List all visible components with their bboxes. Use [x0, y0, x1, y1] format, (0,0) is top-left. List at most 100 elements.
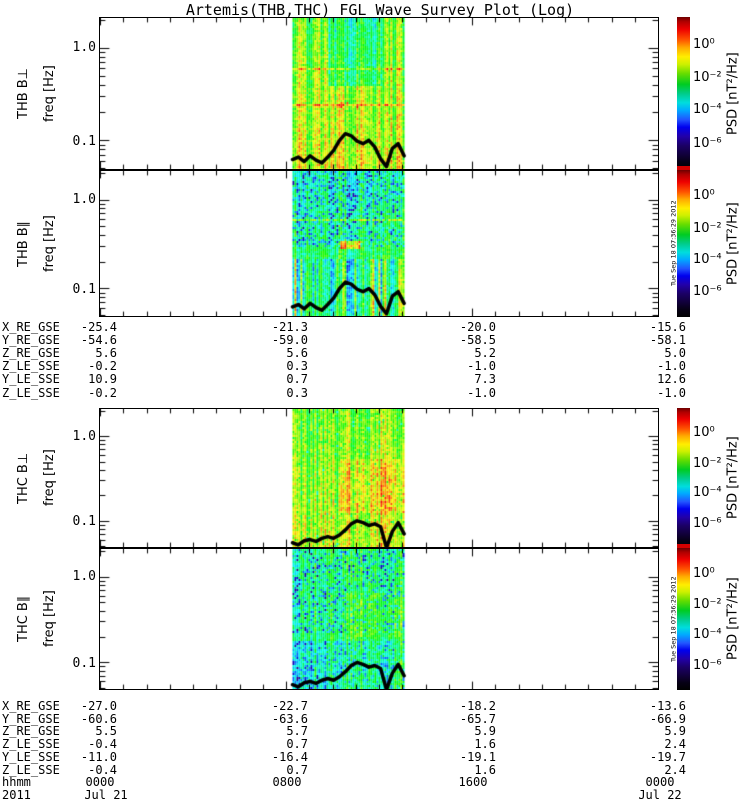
ephemeris-value: 0.7	[286, 762, 308, 777]
colorbar	[677, 17, 690, 170]
ephemeris-value: -54.6	[80, 333, 117, 348]
panel-ylabel: THC B∥	[16, 595, 31, 643]
colorbar	[677, 170, 690, 317]
ephemeris-value: -18.2	[459, 699, 496, 713]
ephemeris-value: -58.5	[459, 333, 496, 348]
freq-axis-label: freq [Hz]	[42, 215, 57, 272]
ephemeris-value: -15.6	[649, 320, 686, 334]
colorbar-title: PSD [nT²/Hz]	[725, 202, 741, 285]
ephemeris-value: -58.1	[649, 333, 686, 348]
ephemeris-value: -0.2	[88, 359, 117, 374]
colorbar-tick-label: 10⁻⁶	[693, 516, 722, 532]
colorbar	[677, 548, 690, 690]
spectrogram-panel-thc-par	[99, 548, 659, 690]
ephemeris-value: 0.7	[286, 372, 308, 387]
colorbar-tick-label: 10⁰	[693, 188, 715, 204]
ephemeris-value: -65.7	[459, 711, 496, 726]
ephemeris-value: 5.9	[664, 724, 686, 739]
ephemeris-value: 12.6	[657, 372, 686, 387]
colorbar-tick-label: 10⁻⁶	[693, 657, 722, 673]
time-tick-label: 0000	[85, 775, 115, 790]
ephemeris-value: -19.1	[459, 749, 496, 764]
spectrogram-panel-thb-perp	[99, 17, 659, 170]
ytick-label: 1.0	[72, 428, 96, 444]
ephemeris-value: 5.6	[286, 346, 308, 361]
ephemeris-value: 5.7	[286, 724, 308, 739]
time-tick-label: 1600	[458, 775, 488, 790]
spectrogram-panel-thb-par	[99, 170, 659, 317]
colorbar-tick-label: 10⁻⁴	[693, 251, 722, 267]
ytick-label: 0.1	[72, 514, 96, 530]
ephemeris-value: 10.9	[88, 372, 117, 387]
ephemeris-value: -19.7	[649, 749, 686, 764]
ephemeris-value: -59.0	[271, 333, 308, 348]
ephemeris-value: -11.0	[80, 749, 117, 764]
ephemeris-value: -1.0	[467, 385, 496, 400]
ephemeris-value: 0.3	[286, 359, 308, 374]
ephemeris-value: 0.3	[286, 385, 308, 400]
ephemeris-label-thb: X_RE_GSE	[2, 320, 60, 334]
spectrogram-canvas	[100, 409, 658, 547]
ytick-label: 1.0	[72, 191, 96, 207]
colorbar-title: PSD [nT²/Hz]	[725, 52, 741, 135]
spectrogram-canvas	[100, 171, 658, 316]
colorbar-title: PSD [nT²/Hz]	[725, 577, 741, 661]
ytick-label: 1.0	[72, 568, 96, 584]
colorbar-tick-label: 10⁻⁴	[693, 102, 722, 118]
ephemeris-label-thb: Z_LE_SSE	[2, 385, 60, 400]
colorbar-tick-label: 10⁻²	[693, 456, 722, 471]
ephemeris-value: -13.6	[649, 699, 686, 713]
ephemeris-value: -1.0	[657, 359, 686, 374]
colorbar-tick-label: 10⁻⁶	[693, 284, 722, 299]
ephemeris-value: -1.0	[657, 385, 686, 400]
ytick-label: 1.0	[72, 40, 96, 56]
colorbar-tick-label: 10⁻²	[693, 70, 722, 86]
ephemeris-value: 5.5	[95, 724, 117, 739]
ephemeris-label-thb: Z_LE_SSE	[2, 359, 60, 374]
ytick-label: 0.1	[72, 133, 96, 149]
date-label: Jul 22	[638, 787, 682, 800]
freq-axis-label: freq [Hz]	[42, 65, 57, 122]
ephemeris-value: 5.6	[95, 346, 117, 361]
date-label: Jul 21	[84, 787, 128, 800]
time-tick-label: 0800	[272, 775, 302, 790]
ephemeris-value: 5.2	[474, 346, 496, 361]
ephemeris-value: -27.0	[80, 699, 117, 713]
ephemeris-value: 5.9	[474, 724, 496, 739]
panel-ylabel: THB B∥	[16, 220, 31, 267]
ephemeris-value: -0.4	[88, 762, 117, 777]
ephemeris-value: 0.7	[286, 737, 308, 752]
spectrogram-panel-thc-perp	[99, 408, 659, 548]
freq-axis-label: freq [Hz]	[42, 449, 57, 507]
ephemeris-value: 5.0	[664, 346, 686, 361]
ephemeris-label-thc: Y_RE_GSE	[2, 711, 60, 726]
colorbar	[677, 408, 690, 548]
ephemeris-value: -16.4	[271, 749, 308, 764]
colorbar-tick-label: 10⁰	[693, 565, 715, 581]
freq-axis-label: freq [Hz]	[42, 590, 57, 648]
ephemeris-label-thc: Z_RE_GSE	[2, 724, 60, 739]
ytick-label: 0.1	[72, 282, 96, 298]
ephemeris-value: -66.9	[649, 711, 686, 726]
time-tick-label: 0000	[645, 775, 675, 790]
colorbar-title: PSD [nT²/Hz]	[725, 436, 741, 520]
colorbar-tick-label: 10⁻⁶	[693, 135, 722, 151]
spectrogram-canvas	[100, 18, 658, 169]
page-title: Artemis(THB,THC) FGL Wave Survey Plot (L…	[185, 1, 575, 19]
ephemeris-label-thb: Z_RE_GSE	[2, 346, 60, 361]
panel-ylabel: THC B⊥	[16, 452, 31, 504]
colorbar-tick-label: 10⁻⁴	[693, 485, 722, 501]
year-label: 2011	[2, 787, 31, 800]
ephemeris-value: -1.0	[467, 359, 496, 374]
colorbar-tick-label: 10⁰	[693, 425, 715, 441]
ephemeris-label-thc: Z_LE_SSE	[2, 737, 60, 752]
timestamp-vertical: Tue Sep 18 07:36:29 2012	[669, 576, 678, 662]
colorbar-tick-label: 10⁻²	[693, 596, 722, 612]
spectrogram-canvas	[100, 549, 658, 689]
colorbar-tick-label: 10⁻²	[693, 220, 722, 236]
ephemeris-label-thc: Z_LE_SSE	[2, 762, 60, 777]
ephemeris-value: -20.0	[459, 320, 496, 334]
ephemeris-value: 2.4	[664, 762, 686, 777]
ephemeris-value: -0.2	[88, 385, 117, 400]
